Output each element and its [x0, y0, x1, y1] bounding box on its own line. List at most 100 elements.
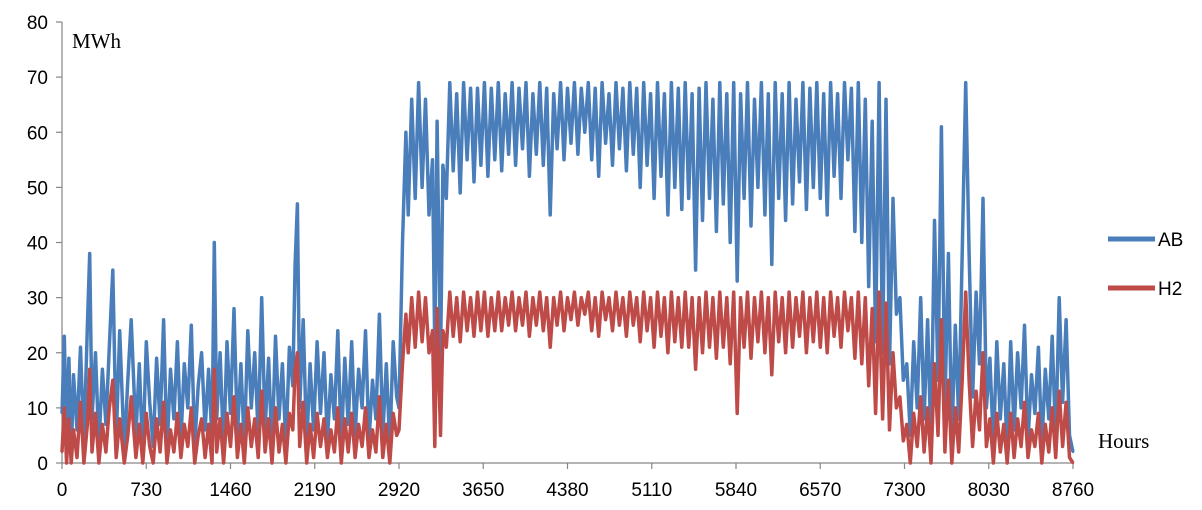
data-point-h2	[985, 445, 988, 448]
data-point-h2	[1068, 456, 1071, 459]
data-point-h2	[950, 461, 953, 465]
data-point-ab	[445, 197, 448, 200]
data-point-h2	[652, 346, 656, 349]
data-point-h2	[169, 428, 172, 432]
data-point-ab	[732, 81, 735, 84]
series-line-h2	[60, 290, 1075, 465]
data-point-ab	[162, 318, 165, 321]
data-point-h2	[964, 290, 967, 294]
data-point-ab	[521, 147, 524, 150]
data-point-h2	[947, 379, 950, 382]
data-point-h2	[929, 461, 933, 465]
data-point-ab	[67, 357, 71, 360]
data-point-h2	[891, 351, 895, 354]
data-point-h2	[656, 290, 659, 294]
data-point-h2	[469, 296, 472, 299]
data-point-h2	[659, 335, 663, 338]
x-tick-label: 3650	[462, 480, 504, 501]
data-point-h2	[729, 362, 732, 365]
data-point-h2	[407, 351, 410, 354]
data-point-h2	[319, 445, 322, 448]
data-point-ab	[974, 290, 978, 294]
data-point-h2	[497, 290, 500, 294]
data-point-ab	[770, 263, 773, 266]
data-point-h2	[829, 290, 832, 294]
data-point-h2	[312, 456, 315, 459]
data-point-ab	[535, 153, 538, 156]
data-point-h2	[162, 401, 165, 404]
data-point-ab	[500, 169, 503, 172]
data-point-h2	[410, 296, 413, 299]
data-point-h2	[711, 296, 715, 299]
x-tick-label: 8760	[1052, 480, 1094, 501]
data-point-ab	[538, 81, 541, 84]
data-point-h2	[552, 296, 555, 299]
data-point-h2	[777, 340, 780, 343]
data-point-h2	[94, 412, 97, 415]
x-axis-label: Hours	[1098, 429, 1149, 453]
data-point-h2	[479, 329, 483, 332]
data-point-h2	[123, 461, 126, 465]
data-point-ab	[704, 81, 708, 84]
data-point-h2	[604, 318, 607, 321]
y-tick-label: 10	[27, 399, 48, 420]
data-point-ab	[1023, 324, 1026, 327]
data-point-h2	[441, 329, 445, 332]
data-point-ab	[860, 241, 863, 244]
data-point-ab	[645, 164, 649, 167]
data-point-ab	[517, 87, 521, 90]
data-point-ab	[777, 197, 780, 200]
data-point-h2	[504, 296, 507, 299]
y-tick-label: 60	[27, 123, 48, 144]
data-point-h2	[200, 417, 203, 421]
data-point-h2	[1058, 390, 1061, 393]
data-point-ab	[274, 335, 277, 338]
data-point-h2	[528, 335, 531, 338]
data-point-h2	[843, 290, 846, 294]
y-axis-label: MWh	[72, 29, 121, 53]
data-point-h2	[452, 335, 455, 338]
data-point-h2	[179, 456, 183, 459]
data-point-ab	[319, 412, 322, 415]
data-point-h2	[293, 368, 297, 371]
data-point-h2	[486, 335, 490, 338]
data-point-ab	[749, 224, 753, 228]
data-point-ab	[483, 81, 486, 84]
data-point-ab	[604, 142, 607, 145]
data-point-ab	[329, 373, 333, 376]
data-point-ab	[1030, 373, 1033, 376]
data-point-h2	[895, 406, 898, 410]
data-point-ab	[357, 368, 360, 371]
data-point-h2	[794, 296, 798, 299]
data-point-h2	[826, 351, 829, 354]
data-point-h2	[535, 324, 538, 327]
data-point-h2	[111, 379, 115, 382]
data-point-ab	[203, 428, 207, 432]
data-point-ab	[1044, 368, 1047, 371]
data-point-ab	[267, 357, 270, 360]
data-point-ab	[424, 98, 427, 101]
data-point-ab	[999, 417, 1002, 421]
data-point-ab	[829, 81, 832, 84]
data-point-ab	[410, 98, 413, 101]
data-point-ab	[336, 329, 339, 332]
data-point-ab	[787, 81, 791, 84]
data-point-h2	[832, 335, 836, 338]
data-point-h2	[694, 368, 697, 371]
data-point-h2	[1009, 412, 1012, 415]
data-point-h2	[395, 434, 398, 437]
data-point-h2	[781, 296, 784, 299]
data-point-ab	[607, 92, 611, 95]
data-point-h2	[134, 456, 138, 459]
data-point-ab	[718, 81, 721, 84]
data-point-ab	[86, 324, 89, 327]
data-point-h2	[590, 329, 593, 332]
data-point-h2	[718, 290, 721, 294]
data-point-ab	[552, 92, 555, 95]
data-point-ab	[435, 120, 439, 123]
data-point-h2	[749, 357, 753, 360]
data-point-h2	[374, 450, 378, 454]
data-point-ab	[912, 340, 915, 343]
data-point-h2	[225, 412, 229, 415]
